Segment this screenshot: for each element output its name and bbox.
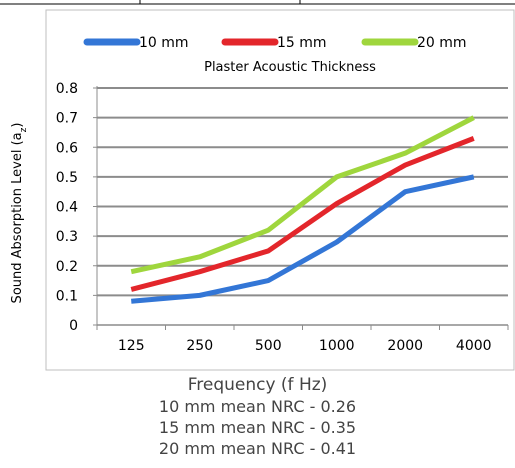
y-axis-label: Sound Absorption Level (az) bbox=[10, 123, 29, 304]
x-tick-label: 250 bbox=[186, 338, 213, 354]
x-tick-label: 1000 bbox=[319, 338, 355, 354]
y-tick-label: 0 bbox=[69, 318, 78, 334]
legend-label-15-mm: 15 mm bbox=[277, 35, 327, 51]
y-tick-label: 0.5 bbox=[56, 170, 78, 186]
chart-frame bbox=[45, 9, 515, 371]
y-tick-label: 0.7 bbox=[56, 111, 78, 127]
x-tick-label: 4000 bbox=[456, 338, 492, 354]
series-line-15-mm bbox=[130, 136, 475, 292]
y-tick-label: 0.6 bbox=[56, 140, 78, 156]
x-axis-label: Frequency (f Hz) bbox=[187, 375, 328, 395]
series-line-10-mm bbox=[131, 174, 475, 304]
x-tick-labels: 125 250 500 1000 2000 4000 bbox=[118, 338, 492, 354]
x-tick-label: 125 bbox=[118, 338, 145, 354]
y-tick-label: 0.4 bbox=[56, 200, 78, 216]
legend-label-20-mm: 20 mm bbox=[417, 35, 467, 51]
x-tick-label: 500 bbox=[255, 338, 282, 354]
y-tick-label: 0.8 bbox=[56, 81, 78, 97]
y-tick-label: 0.3 bbox=[56, 229, 78, 245]
axes bbox=[96, 86, 509, 330]
chart-subtitle: Plaster Acoustic Thickness bbox=[204, 60, 376, 75]
legend-label-10-mm: 10 mm bbox=[139, 35, 189, 51]
chart: 10 mm 15 mm 20 mm Plaster Acoustic Thickne… bbox=[0, 0, 515, 371]
notes-block: Frequency (f Hz) 10 mm mean NRC - 0.26 1… bbox=[0, 374, 515, 459]
x-tick-label: 2000 bbox=[387, 338, 423, 354]
y-tick-labels: 0 0.1 0.2 0.3 0.4 0.5 0.6 0.7 0.8 bbox=[56, 81, 78, 334]
series-line-20-mm bbox=[130, 115, 475, 275]
nrc-note-15mm: 15 mm mean NRC - 0.35 bbox=[158, 418, 357, 437]
legend: 10 mm 15 mm 20 mm bbox=[83, 35, 467, 51]
y-tick-label: 0.1 bbox=[56, 288, 78, 304]
nrc-note-20mm: 20 mm mean NRC - 0.41 bbox=[158, 439, 357, 458]
nrc-note-10mm: 10 mm mean NRC - 0.26 bbox=[158, 397, 357, 416]
y-tick-label: 0.2 bbox=[56, 259, 78, 275]
series-lines bbox=[130, 115, 475, 304]
